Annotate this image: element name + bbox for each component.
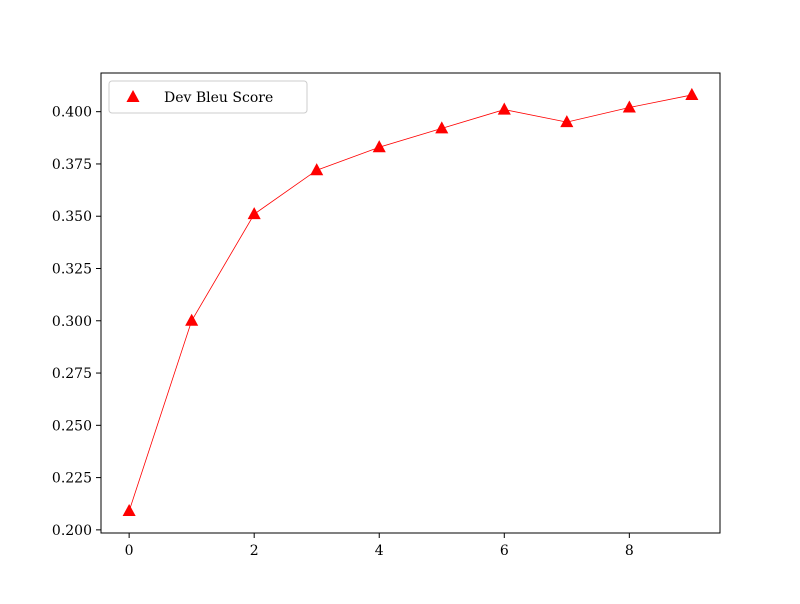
data-point — [122, 503, 136, 517]
y-tick-label: 0.200 — [52, 523, 92, 539]
legend-label: Dev Bleu Score — [164, 90, 273, 106]
legend-box — [108, 80, 308, 114]
data-point — [685, 87, 699, 100]
data-point — [435, 121, 449, 134]
data-point — [372, 140, 386, 153]
y-tick-label: 0.275 — [52, 366, 92, 382]
x-tick-label: 2 — [250, 543, 259, 559]
y-tick-label: 0.375 — [52, 157, 92, 173]
x-tick-label: 6 — [500, 543, 509, 559]
y-axis: 0.200 0.225 0.250 0.275 0.300 0.325 0.350 0.375… — [52, 105, 101, 539]
x-tick-label: 8 — [625, 543, 634, 559]
x-tick-label: 0 — [125, 543, 134, 559]
y-tick-label: 0.300 — [52, 314, 92, 330]
legend-marker — [126, 89, 140, 102]
data-point — [247, 207, 261, 220]
y-tick-label: 0.325 — [52, 262, 92, 278]
data-point — [560, 115, 574, 128]
plot-area — [100, 72, 721, 534]
y-tick-label: 0.350 — [52, 209, 92, 225]
y-tick-label: 0.250 — [52, 418, 92, 434]
legend: Dev Bleu Score — [108, 80, 308, 114]
data-point — [310, 163, 324, 176]
data-point — [497, 102, 511, 115]
y-tick-label: 0.225 — [52, 471, 92, 487]
x-axis: 0 2 4 6 8 — [125, 533, 634, 559]
x-tick-label: 4 — [375, 543, 384, 559]
data-point — [622, 100, 636, 113]
plot-frame — [100, 72, 721, 534]
y-tick-label: 0.400 — [52, 105, 92, 121]
series-layer — [122, 87, 699, 517]
series-line — [128, 94, 692, 512]
data-point — [185, 313, 199, 326]
